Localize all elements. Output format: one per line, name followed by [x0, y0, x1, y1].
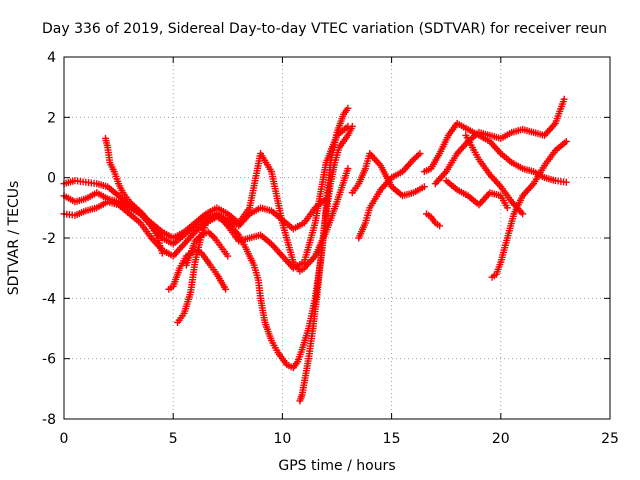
axis-ticks: 0 5 10 15 20 25 -8 -6 -4 -2 0 2 4	[42, 50, 619, 447]
data-point	[222, 285, 230, 293]
y-axis-label: SDTVAR / TECUs	[6, 181, 22, 296]
data-point	[348, 122, 356, 130]
y-tick-label: -2	[42, 231, 56, 247]
y-tick-label: -8	[42, 412, 56, 428]
x-tick-label: 25	[601, 431, 619, 447]
data-markers	[60, 95, 570, 405]
series-track-11	[431, 95, 568, 188]
series-track-7	[296, 122, 356, 405]
y-tick-label: -4	[42, 291, 56, 307]
data-point	[158, 249, 166, 257]
series-track-9	[355, 150, 424, 242]
data-point	[560, 95, 568, 103]
x-tick-label: 0	[60, 431, 69, 447]
y-tick-label: -6	[42, 352, 56, 368]
series-track-15	[423, 210, 444, 230]
data-point	[503, 204, 511, 212]
chart-title: Day 336 of 2019, Sidereal Day-to-day VTE…	[42, 21, 607, 37]
data-point	[344, 104, 352, 112]
series-track-13	[488, 137, 570, 281]
series-track-14	[462, 131, 527, 218]
data-point	[562, 137, 570, 145]
series-track-16	[182, 228, 232, 269]
data-point	[416, 150, 424, 158]
y-tick-label: 0	[47, 171, 56, 187]
series-track-12	[442, 177, 511, 212]
data-point	[224, 252, 232, 260]
x-tick-label: 15	[383, 431, 401, 447]
data-point	[436, 222, 444, 230]
series-track-4	[101, 134, 166, 257]
y-tick-label: 4	[47, 50, 56, 66]
x-tick-label: 20	[492, 431, 510, 447]
y-tick-label: 2	[47, 110, 56, 126]
data-point	[344, 165, 352, 173]
x-tick-label: 10	[273, 431, 291, 447]
data-point	[420, 183, 428, 191]
grid-lines	[64, 57, 610, 419]
data-point	[519, 210, 527, 218]
x-tick-label: 5	[169, 431, 178, 447]
x-axis-label: GPS time / hours	[278, 458, 395, 474]
data-point	[562, 178, 570, 186]
